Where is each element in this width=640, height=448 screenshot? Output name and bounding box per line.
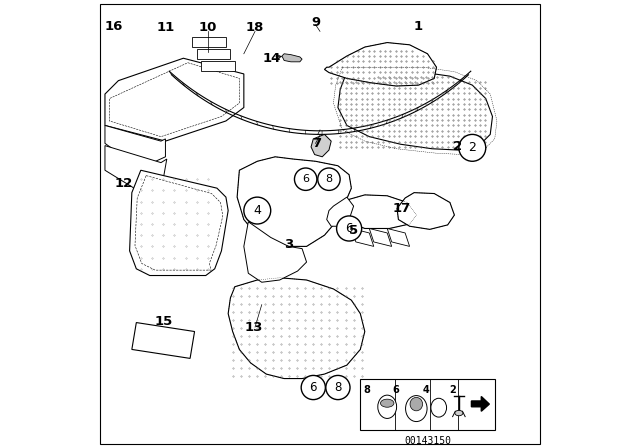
Text: 17: 17 [392,202,411,215]
Text: 10: 10 [199,21,217,34]
Text: 3: 3 [284,237,293,251]
Text: 2: 2 [453,140,463,154]
Text: 8: 8 [325,174,333,184]
Circle shape [317,168,340,190]
Text: 6: 6 [346,222,353,235]
Polygon shape [132,323,195,358]
Bar [192,37,226,47]
Text: 8: 8 [364,385,371,395]
Polygon shape [369,228,392,246]
Polygon shape [129,170,228,276]
Polygon shape [472,396,490,411]
Polygon shape [105,146,167,188]
Text: 1: 1 [414,20,423,34]
Text: 6: 6 [302,174,309,184]
Circle shape [326,375,350,400]
Polygon shape [397,193,454,229]
Ellipse shape [378,395,397,418]
Text: 9: 9 [311,16,320,29]
Polygon shape [387,228,410,246]
Text: 7: 7 [312,137,321,150]
Text: 11: 11 [156,21,175,34]
Polygon shape [338,72,493,150]
Circle shape [294,168,317,190]
Text: 00143150: 00143150 [404,436,451,446]
Text: 8: 8 [334,381,342,394]
Polygon shape [342,195,416,228]
Polygon shape [244,222,307,282]
Polygon shape [237,157,351,246]
Text: 15: 15 [155,315,173,328]
Text: 5: 5 [349,224,358,237]
Ellipse shape [431,398,447,417]
Ellipse shape [380,399,394,407]
Text: 4: 4 [423,385,429,395]
Bar [196,49,230,59]
Ellipse shape [455,410,463,416]
Circle shape [337,216,362,241]
Text: 4: 4 [253,204,261,217]
Text: 6: 6 [393,385,399,395]
Ellipse shape [410,397,422,411]
Circle shape [244,197,271,224]
Text: 13: 13 [245,320,263,334]
Bar [201,61,235,71]
Text: 2: 2 [468,141,476,155]
Text: 2: 2 [449,385,456,395]
Bar [360,379,495,430]
Circle shape [301,375,325,400]
Polygon shape [105,125,165,168]
Text: 6: 6 [310,381,317,394]
Text: 18: 18 [246,21,264,34]
Text: 12: 12 [115,177,133,190]
Text: 14: 14 [263,52,281,65]
Ellipse shape [406,396,427,422]
Polygon shape [282,54,302,62]
Circle shape [459,134,486,161]
Polygon shape [326,197,353,226]
Polygon shape [351,228,374,246]
Text: 16: 16 [105,20,123,34]
Polygon shape [324,43,436,86]
Polygon shape [311,134,332,157]
Polygon shape [228,278,365,379]
Polygon shape [105,58,244,141]
